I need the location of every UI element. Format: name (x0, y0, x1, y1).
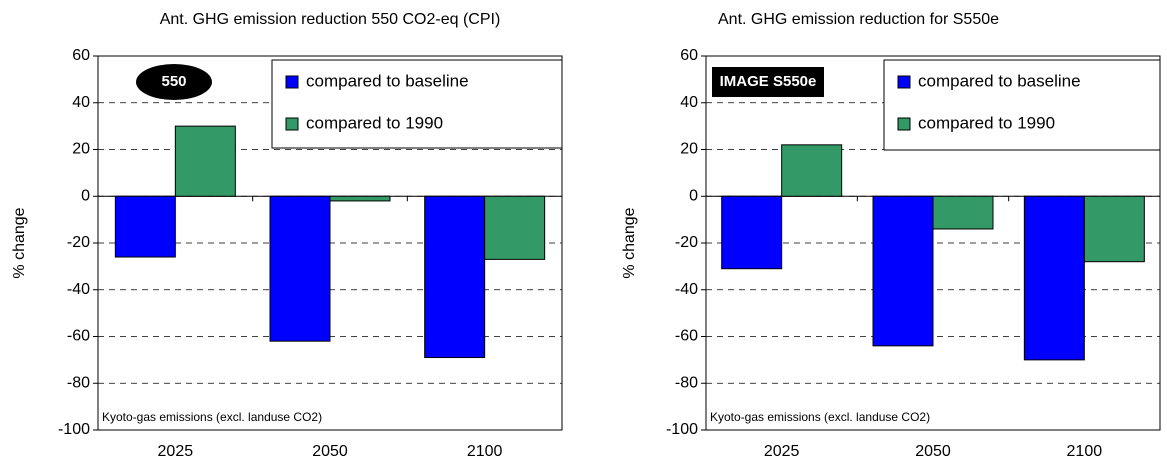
badge-shape (712, 67, 824, 97)
note: Kyoto-gas emissions (excl. landuse CO2) (102, 410, 322, 424)
bar (269, 195, 331, 342)
bar (424, 195, 486, 359)
y-tick-label: 40 (72, 94, 90, 111)
badge: IMAGE S550e (720, 73, 817, 90)
legend-swatch (285, 117, 299, 131)
x-tick-label: 2100 (467, 443, 503, 460)
y-tick-label: 40 (680, 94, 698, 111)
y-tick-label: 60 (680, 47, 698, 64)
legend-box (883, 59, 1161, 151)
bar (932, 195, 994, 230)
bar (329, 195, 391, 202)
y-tick-label: 0 (81, 187, 90, 204)
y-axis-label: % change (11, 207, 28, 278)
legend-label: compared to baseline (918, 71, 1081, 90)
badge-shape (136, 64, 212, 100)
legend-label: compared to 1990 (918, 113, 1055, 132)
y-tick-label: 20 (72, 141, 90, 158)
x-tick-label: 2025 (158, 443, 194, 460)
y-tick-label: -40 (675, 281, 698, 298)
y-tick-label: -20 (675, 234, 698, 251)
y-tick-label: -60 (675, 328, 698, 345)
x-tick-label: 2050 (915, 443, 951, 460)
y-tick-label: 60 (72, 47, 90, 64)
legend-box (271, 59, 563, 149)
y-tick-label: -100 (58, 421, 90, 438)
bar (1083, 195, 1145, 263)
x-tick-label: 2100 (1067, 443, 1103, 460)
legend-swatch (897, 117, 911, 131)
legend-swatch (897, 75, 911, 89)
y-tick-label: -80 (675, 374, 698, 391)
note: Kyoto-gas emissions (excl. landuse CO2) (710, 410, 930, 424)
bar (781, 144, 843, 197)
y-tick-label: -60 (67, 328, 90, 345)
bar (114, 195, 176, 258)
bar (174, 125, 236, 197)
bar (484, 195, 546, 260)
chart-title: Ant. GHG emission reduction for S550e (718, 11, 999, 28)
legend-label: compared to 1990 (306, 113, 443, 132)
legend-swatch (285, 75, 299, 89)
bar (721, 195, 783, 270)
y-tick-label: -40 (67, 281, 90, 298)
legend-label: compared to baseline (306, 71, 469, 90)
badge: 550 (161, 73, 186, 90)
y-axis-label: % change (621, 207, 638, 278)
y-tick-label: -80 (67, 374, 90, 391)
chart-title: Ant. GHG emission reduction 550 CO2-eq (… (160, 11, 501, 28)
y-tick-label: -20 (67, 234, 90, 251)
y-tick-label: 0 (689, 187, 698, 204)
x-tick-label: 2025 (764, 443, 800, 460)
x-tick-label: 2050 (312, 443, 348, 460)
bar (1023, 195, 1085, 361)
y-tick-label: 20 (680, 141, 698, 158)
bar (872, 195, 934, 347)
y-tick-label: -100 (666, 421, 698, 438)
